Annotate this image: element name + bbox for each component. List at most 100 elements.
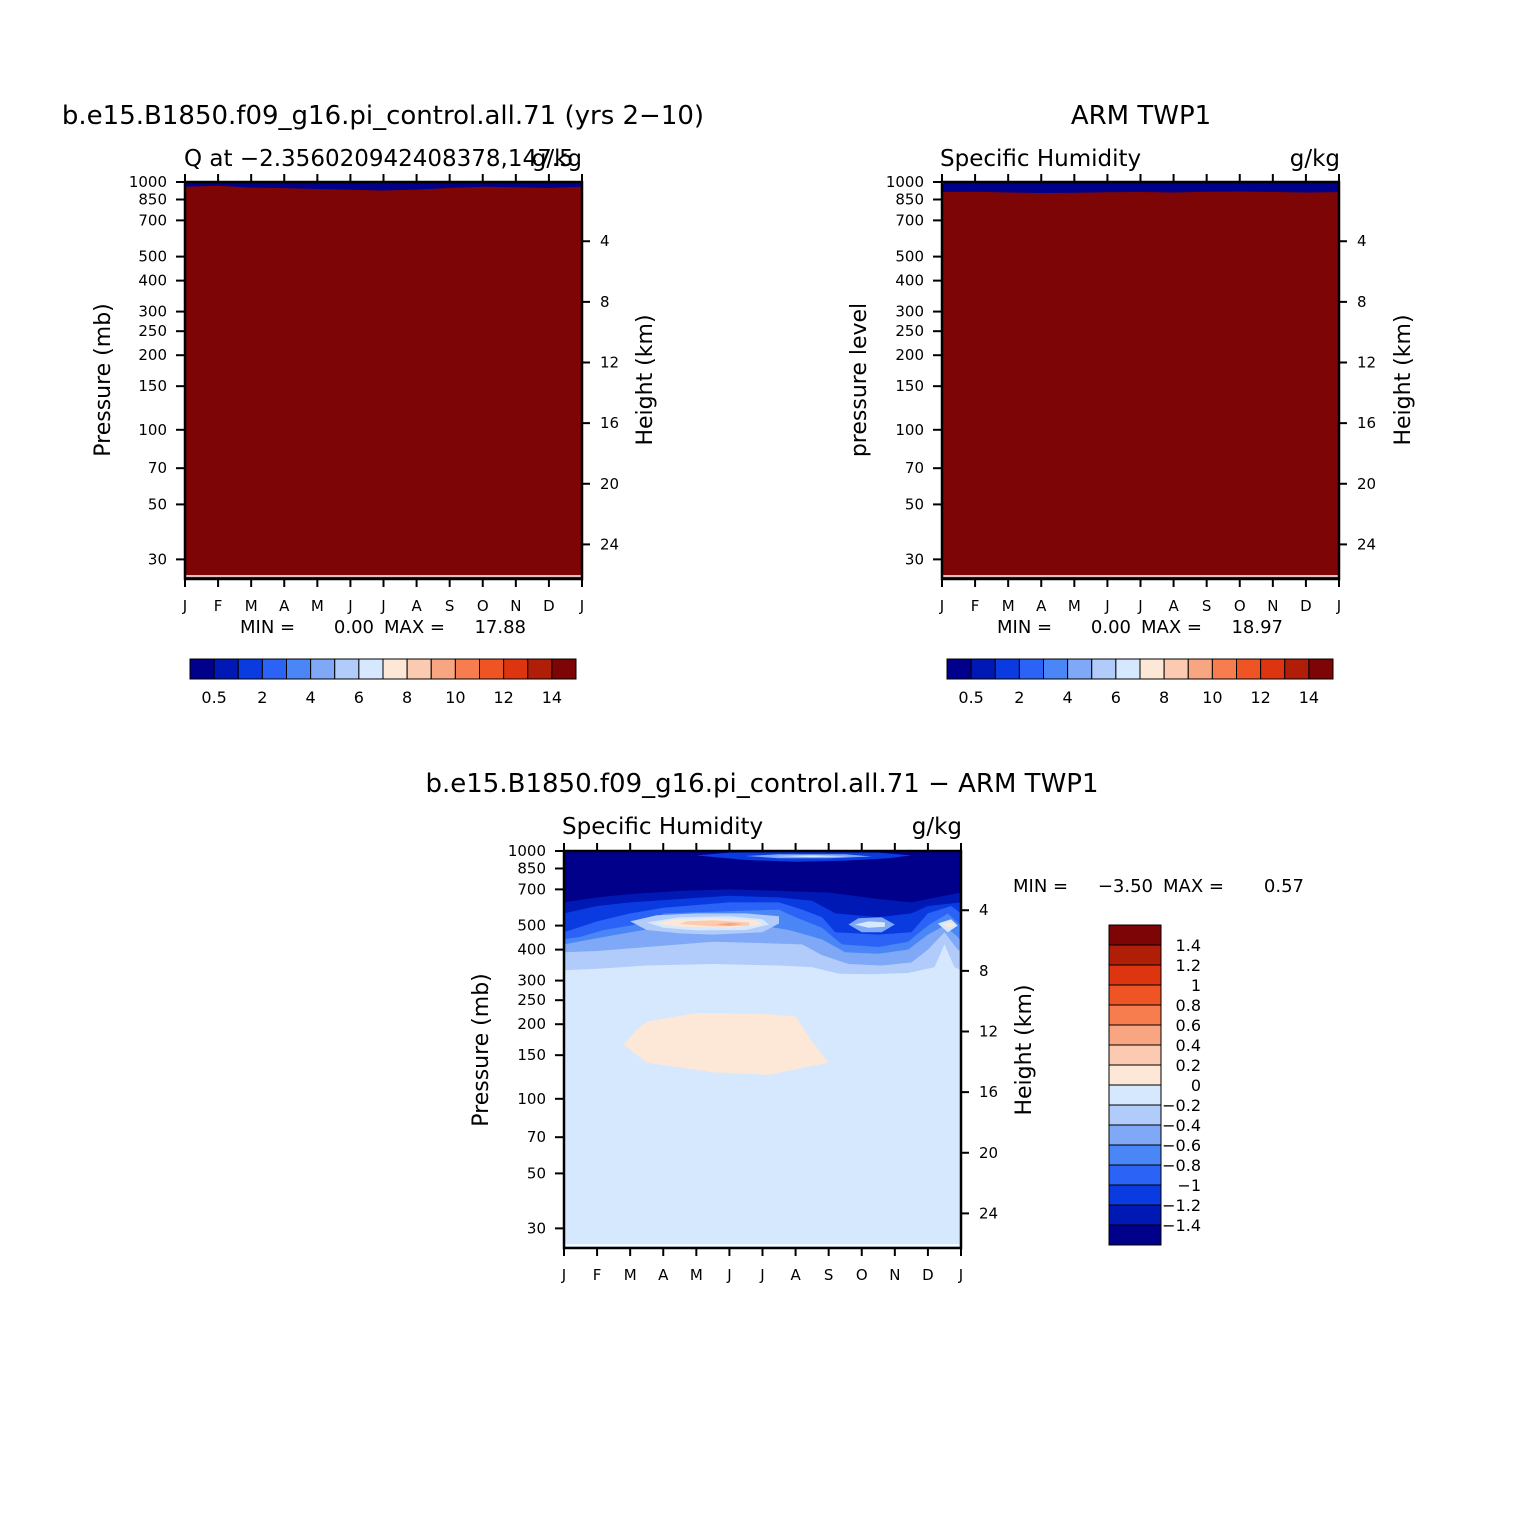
- x-tick-label: D: [1300, 597, 1312, 615]
- colorbar-box: [1139, 658, 1165, 680]
- colorbar-box: [1108, 1144, 1162, 1166]
- colorbar-label: 0.4: [1176, 1036, 1201, 1055]
- y-axis-label-left: Pressure (mb): [469, 973, 494, 1127]
- colorbar-box: [1108, 984, 1162, 1006]
- y-tick-label-left: 30: [905, 550, 924, 568]
- colorbar-box: [1043, 658, 1069, 680]
- y-tick-label-left: 50: [905, 495, 924, 513]
- y-axis-label-right: Height (km): [633, 314, 658, 445]
- y-tick-label-left: 1000: [886, 173, 924, 191]
- colorbar-label: −0.6: [1162, 1136, 1201, 1155]
- y-axis-label-right: Height (km): [1391, 314, 1416, 445]
- max-label: MAX =: [1141, 617, 1202, 638]
- colorbar-label: 0.6: [1176, 1016, 1201, 1035]
- colorbar-box: [1108, 1124, 1162, 1146]
- y-tick-label-right: 12: [600, 354, 619, 372]
- x-tick-label: J: [347, 597, 352, 615]
- y-axis-label-left: pressure level: [847, 303, 872, 457]
- min-label: MIN =: [240, 617, 295, 638]
- y-tick-label-right: 12: [1357, 354, 1376, 372]
- colorbar-box: [1108, 1044, 1162, 1066]
- y-tick-label-right: 16: [1357, 414, 1376, 432]
- y-tick-label-right: 20: [1357, 475, 1376, 493]
- contour-fill: [942, 922, 955, 928]
- y-tick-label-left: 200: [138, 346, 167, 364]
- panel-units: g/kg: [1290, 146, 1340, 172]
- y-tick-label-left: 70: [527, 1128, 546, 1146]
- colorbar-label: 0.2: [1176, 1056, 1201, 1075]
- colorbar-label: 2: [257, 688, 267, 707]
- x-tick-label: M: [1002, 597, 1015, 615]
- x-tick-label: F: [593, 1266, 602, 1284]
- y-tick-label-right: 20: [979, 1144, 998, 1162]
- x-tick-label: A: [658, 1266, 669, 1284]
- colorbar-box: [1108, 1024, 1162, 1046]
- y-tick-label-right: 24: [1357, 535, 1376, 553]
- y-tick-label-left: 100: [138, 421, 167, 439]
- x-tick-label: M: [624, 1266, 637, 1284]
- colorbar-label: 8: [1159, 688, 1169, 707]
- colorbar-box: [479, 658, 505, 680]
- colorbar-label: 6: [1111, 688, 1121, 707]
- y-tick-label-left: 250: [895, 322, 924, 340]
- colorbar-box: [1108, 1084, 1162, 1106]
- colorbar-label: 1.2: [1176, 956, 1201, 975]
- y-tick-label-right: 24: [600, 535, 619, 553]
- contour-fill: [623, 1013, 829, 1075]
- y-axis-label-right: Height (km): [1012, 984, 1037, 1115]
- colorbar-label: 2: [1014, 688, 1024, 707]
- x-tick-label: S: [1202, 597, 1212, 615]
- y-tick-label-left: 250: [138, 322, 167, 340]
- y-tick-label-left: 850: [895, 190, 924, 208]
- max-label: MAX =: [1163, 876, 1224, 897]
- colorbar-box: [1115, 658, 1141, 680]
- x-tick-label: O: [477, 597, 489, 615]
- colorbar-label: 4: [1063, 688, 1073, 707]
- y-tick-label-right: 20: [600, 475, 619, 493]
- y-tick-label-left: 1000: [508, 842, 546, 860]
- colorbar-box: [406, 658, 432, 680]
- x-tick-label: A: [1168, 597, 1179, 615]
- colorbar-label: 1.4: [1176, 936, 1201, 955]
- colorbar-box: [1108, 964, 1162, 986]
- y-tick-label-left: 150: [517, 1046, 546, 1064]
- y-tick-label-left: 500: [517, 917, 546, 935]
- y-tick-label-right: 16: [979, 1083, 998, 1101]
- colorbar-box: [1284, 658, 1310, 680]
- panel-subtitle: Specific Humidity: [940, 146, 1141, 172]
- max-value: 17.88: [474, 617, 526, 638]
- x-tick-label: J: [939, 597, 944, 615]
- colorbar-box: [1108, 1224, 1162, 1246]
- y-tick-label-left: 300: [517, 972, 546, 990]
- y-tick-label-left: 70: [148, 459, 167, 477]
- colorbar-box: [1108, 1204, 1162, 1226]
- colorbar-box: [334, 658, 360, 680]
- colorbar-label: 0: [1191, 1076, 1201, 1095]
- x-tick-label: N: [1267, 597, 1278, 615]
- colorbar-box: [382, 658, 408, 680]
- y-tick-label-left: 30: [527, 1219, 546, 1237]
- colorbar-label: −1: [1177, 1176, 1201, 1195]
- colorbar-box: [1308, 658, 1334, 680]
- x-tick-label: J: [380, 597, 385, 615]
- y-tick-label-left: 300: [138, 303, 167, 321]
- panel-observations: ARM TWP1 Specific Humidity g/kg J F M A M J J A…: [847, 101, 1416, 707]
- colorbar-box: [1067, 658, 1093, 680]
- y-tick-label-left: 70: [905, 459, 924, 477]
- y-tick-label-left: 400: [895, 272, 924, 290]
- max-label: MAX =: [384, 617, 445, 638]
- x-tick-label: M: [245, 597, 258, 615]
- min-label: MIN =: [1013, 876, 1068, 897]
- colorbar-label: 10: [445, 688, 465, 707]
- colorbar-label: 10: [1202, 688, 1222, 707]
- colorbar-box: [1163, 658, 1189, 680]
- y-tick-label-left: 500: [138, 248, 167, 266]
- y-tick-label-left: 850: [138, 190, 167, 208]
- y-axis-label-left: Pressure (mb): [91, 303, 116, 457]
- panel-units: g/kg: [912, 814, 962, 840]
- colorbar-label: −0.8: [1162, 1156, 1201, 1175]
- colorbar-label: 12: [1250, 688, 1270, 707]
- y-tick-label-left: 700: [895, 211, 924, 229]
